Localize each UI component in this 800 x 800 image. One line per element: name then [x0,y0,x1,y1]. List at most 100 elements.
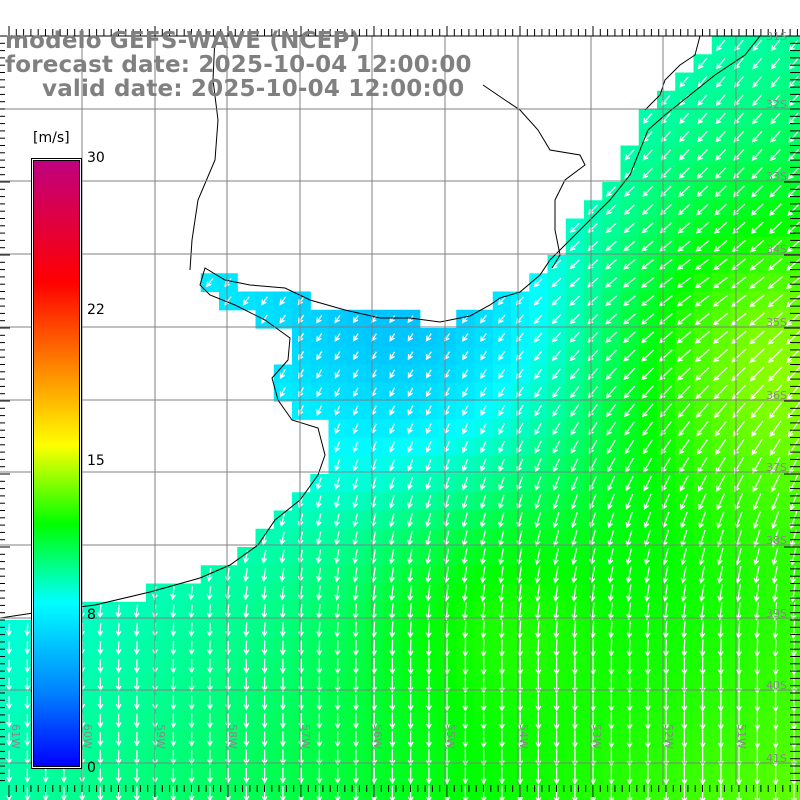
wind-arrow [717,729,724,749]
wind-arrow [590,712,597,731]
wind-arrow [461,476,469,491]
wind-arrow [643,475,653,492]
wind-arrow [553,675,560,694]
wind-arrow [698,547,706,566]
wind-arrow [623,349,636,362]
wind-arrow [352,767,359,785]
wind-arrow [717,584,724,603]
wind-arrow [352,315,359,324]
wind-arrow [24,695,31,710]
wind-arrow [625,475,634,492]
wind-arrow [768,366,783,382]
wind-arrow [716,547,724,566]
wind-arrow [462,730,469,749]
wind-arrow [663,693,670,712]
wind-arrow [587,331,599,343]
wind-arrow [608,620,615,639]
wind-arrow [279,567,286,583]
wind-arrow [225,640,232,656]
wind-arrow [534,584,541,603]
wind-arrow [569,313,580,325]
wind-arrow [676,349,692,363]
wind-arrow [133,622,140,637]
wind-arrow [461,512,468,528]
wind-arrow [352,731,359,748]
longitude-label: 61W [9,724,22,749]
wind-arrow [607,602,614,621]
wind-arrow [571,620,578,639]
wind-arrow [681,784,688,800]
wind-arrow [736,657,743,676]
wind-arrow [498,766,505,785]
wind-arrow [24,641,31,655]
wind-arrow [753,511,761,530]
wind-arrow [641,240,654,252]
wind-arrow [279,786,286,800]
wind-arrow [352,405,359,416]
wind-arrow [788,148,800,162]
wind-arrow [407,387,414,398]
wind-arrow [695,240,710,252]
wind-arrow [699,584,705,603]
wind-arrow [334,694,341,711]
wind-arrow [498,422,506,435]
wind-arrow [479,494,487,510]
wind-arrow [553,584,559,603]
wind-arrow [534,566,541,584]
wind-arrow [498,584,505,603]
wind-arrow [659,240,673,252]
wind-arrow [626,711,633,731]
wind-arrow [641,204,654,216]
wind-arrow [316,567,322,583]
wind-arrow [170,786,177,800]
wind-arrow [352,351,359,361]
wind-arrow [605,222,617,234]
wind-arrow [716,39,726,52]
wind-arrow [243,567,249,583]
graticule [0,35,800,785]
wind-arrow [754,693,761,713]
wind-arrow [334,621,341,638]
wind-arrow [389,676,396,693]
wind-arrow [736,711,743,731]
wind-arrow [498,494,505,510]
wind-arrow [623,240,636,252]
wind-arrow [717,784,724,800]
wind-arrow [624,439,635,455]
wind-arrow [716,493,725,511]
wind-arrow [752,57,762,70]
wind-arrow [698,511,707,529]
wind-arrow [206,604,213,619]
wind-arrow [753,584,760,603]
wind-arrow [261,767,268,784]
wind-arrow [334,640,341,656]
wind-arrow [461,441,469,454]
colorbar-gradient [33,160,80,767]
wind-arrow [334,658,341,675]
wind-arrow [769,420,782,438]
wind-arrow [425,566,432,584]
wind-arrow [534,476,542,491]
wind-arrow [535,638,542,658]
wind-speed-cell [784,601,800,621]
wind-arrow [133,768,140,784]
wind-arrow [60,768,67,784]
wind-arrow [97,641,104,655]
wind-arrow [316,333,323,342]
wind-arrow [498,476,505,491]
wind-arrow [480,730,487,749]
wind-arrow [553,730,560,749]
wind-arrow [662,602,669,621]
wind-arrow [389,459,395,472]
wind-arrow [371,712,378,730]
wind-arrow [605,331,617,344]
wind-arrow [587,241,599,252]
wind-arrow [517,766,524,785]
wind-arrow [717,693,724,713]
wind-arrow [334,333,341,342]
wind-speed-cell [784,182,800,201]
wind-arrow [661,475,671,492]
wind-arrow [770,474,781,493]
wind-arrow [587,367,599,380]
wind-speed-cells [0,36,800,800]
